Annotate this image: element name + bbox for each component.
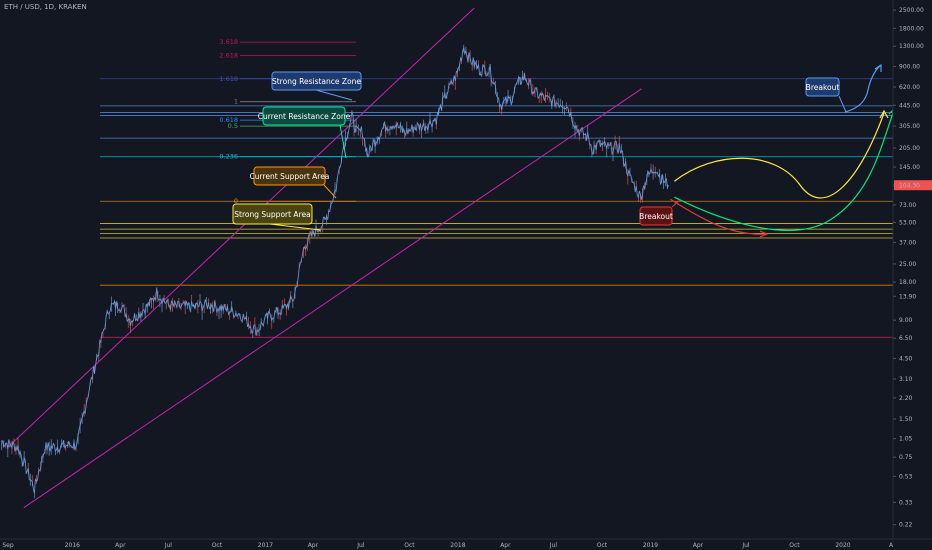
fib-level-label: 0.5 [228,122,238,130]
x-tick-label: Apr [693,542,704,549]
x-tick-label: 2017 [258,542,273,549]
projection-arrowhead [759,230,769,238]
callout-box [271,71,362,91]
y-tick-label: 37.00 [899,239,916,246]
callout-label: Breakout [806,83,840,92]
fib-level-label: 3.618 [219,38,238,46]
x-tick-label: Oct [404,542,415,549]
y-tick-label: 0.75 [899,454,913,461]
x-tick-label: Oct [789,542,800,549]
y-tick-label: 0.22 [899,522,913,529]
x-tick-label: Jul [549,542,558,549]
x-tick-label: 2018 [450,542,465,549]
last-price-label: 104.30 [899,183,920,190]
y-axis: 0.22 0.33 0.53 0.75 1.05 1.50 2.20 3.10 4.50 6.50… [892,0,932,550]
callout-pointer [323,184,337,199]
callout-box [262,106,346,126]
x-tick-label: Apr [500,542,511,549]
x-tick-label: Oct [597,542,608,549]
projection-arrowhead [874,63,882,72]
y-axis-bg [893,0,932,550]
x-tick-label: 2019 [643,542,658,549]
callout-pointer [339,124,347,159]
channel-lower-line [23,88,642,509]
y-tick-label: 53.00 [899,220,916,227]
y-tick-label: 205.00 [899,145,920,152]
x-tick-label: Jul [356,542,365,549]
callout-label: Breakout [639,212,673,221]
y-tick-label: 2.20 [899,395,913,402]
projection-path [674,112,885,199]
y-tick-label: 145.00 [899,164,920,171]
y-tick-label: 1.50 [899,416,913,423]
y-tick-label: 9.00 [899,317,913,324]
channel-upper-line [7,7,475,448]
projection-layer [670,63,896,238]
y-tick-label: 18.00 [899,279,916,286]
projection-path [670,198,767,235]
y-tick-label: 1300.00 [899,43,924,50]
callout-label: Strong Resistance Zone [272,77,361,86]
symbol-label: ETH / USD, 1D, KRAKEN [4,3,87,11]
y-tick-label: 3.10 [899,376,913,383]
x-axis: Sep 2016 Apr Jul Oct 2017 Apr Jul Oct 2018 Apr Jul O… [0,538,932,549]
callout-label: Current Resistance Zone [258,112,351,121]
y-tick-label: 0.53 [899,473,913,480]
fib-level-label: 1 [234,98,238,106]
callout-box [232,203,313,225]
y-tick-label: 4.50 [899,355,913,362]
y-tick-label: 1.05 [899,436,913,443]
y-tick-label: 0.33 [899,499,913,506]
fib-level-label: 2.618 [219,51,238,59]
x-tick-label: Jul [164,542,173,549]
y-tick-label: 305.00 [899,123,920,130]
y-tick-label: 6.50 [899,335,913,342]
callout-pointer [838,95,847,113]
callout-box [805,77,840,97]
x-tick-label: 2020 [835,542,850,549]
callout-label: Strong Support Area [234,210,310,219]
channel-layer [7,7,642,509]
y-tick-label: 1800.00 [899,25,924,32]
callout-box [253,166,326,186]
callout-box [639,206,673,226]
y-tick-label: 2500.00 [899,7,924,14]
price-line [1,47,669,494]
projection-arrowhead [879,109,889,119]
fib-level-label: 0.618 [219,116,238,124]
y-tick-label: 445.00 [899,102,920,109]
y-tick-label: 620.00 [899,84,920,91]
x-tick-label: Apr [115,542,126,549]
last-price-marker [894,180,932,191]
callout-pointer [671,199,681,208]
y-tick-label: 25.00 [899,261,916,268]
x-tick-label: Oct [212,542,223,549]
price-layer [1,44,669,499]
projection-path [844,65,881,113]
callout-label: Current Support Area [250,172,330,181]
level-lines-layer [100,78,893,338]
y-tick-label: 13.90 [899,293,916,300]
projection-path [674,109,895,232]
y-tick-label: 73.00 [899,202,916,209]
x-tick-label: A [889,542,894,549]
annotation-layer: Strong Resistance Zone Current Resistance… [232,71,847,231]
x-tick-label: Apr [308,542,319,549]
x-tick-label: 2016 [65,542,80,549]
x-tick-label: Jul [741,542,750,549]
x-tick-label: Sep [2,542,14,549]
callout-pointer [269,223,321,231]
callout-pointer [315,89,353,101]
y-tick-label: 900.00 [899,63,920,70]
